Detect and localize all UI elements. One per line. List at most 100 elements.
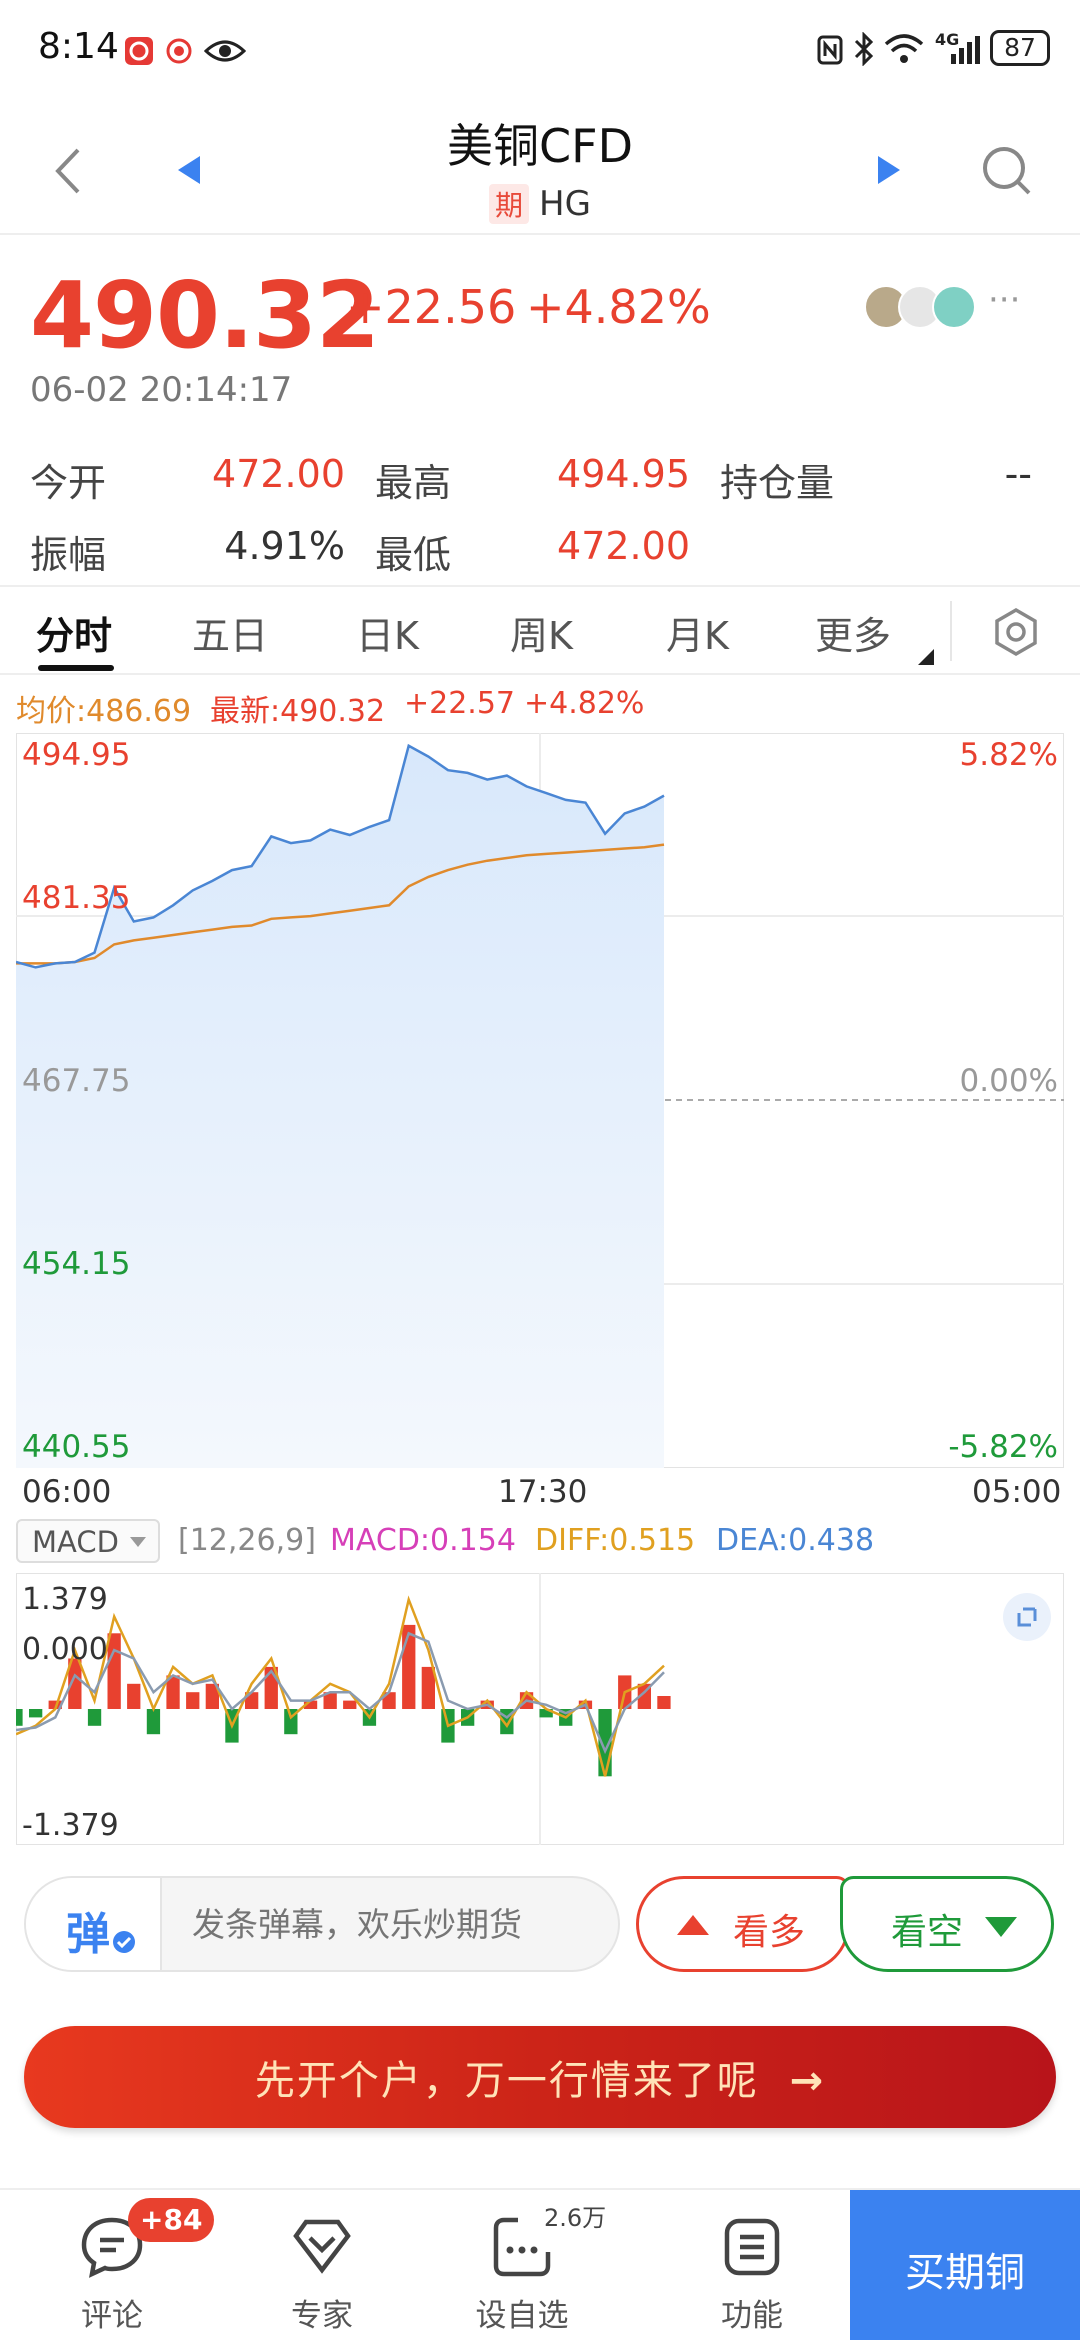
expand-icon[interactable] xyxy=(1003,1593,1051,1641)
bottom-nav: +84 评论 专家 2.6万 设自选 功能 买期铜 xyxy=(0,2188,1080,2340)
macd-bar xyxy=(87,1709,102,1726)
dea-line xyxy=(16,1631,665,1755)
amplitude-value: 4.91% xyxy=(224,524,345,568)
bullish-label: 看多 xyxy=(733,1912,806,1953)
tab-weekly-k[interactable]: 周K xyxy=(510,614,573,658)
nav-comment-label: 评论 xyxy=(81,2298,143,2334)
page-title: 美铜CFD xyxy=(447,119,633,173)
danmaku-input[interactable] xyxy=(162,1878,612,1970)
macd-bar xyxy=(657,1696,671,1709)
diff-value: DIFF:0.515 xyxy=(535,1523,696,1558)
macd-bar xyxy=(68,1658,82,1709)
amplitude-label: 振幅 xyxy=(30,533,107,577)
low-value: 472.00 xyxy=(557,524,690,568)
macd-bar xyxy=(205,1683,219,1709)
eye-icon xyxy=(204,40,246,62)
contract-code: 期 HG xyxy=(0,184,1080,224)
record-icon xyxy=(166,38,192,64)
macd-bar xyxy=(539,1709,553,1718)
nav-watchlist[interactable]: 2.6万 设自选 xyxy=(422,2190,622,2340)
nav-expert[interactable]: 专家 xyxy=(222,2190,422,2340)
banner-text: 先开个户，万一行情来了呢 → xyxy=(24,2048,1056,2106)
open-label: 今开 xyxy=(30,461,107,505)
back-icon[interactable] xyxy=(52,146,82,196)
x-tick-label: 06:00 xyxy=(22,1474,112,1510)
macd-params: [12,26,9] xyxy=(178,1523,316,1558)
app-notification-icon xyxy=(125,37,153,65)
price-line xyxy=(16,743,665,969)
settings-icon[interactable] xyxy=(992,607,1040,657)
open-interest-value: -- xyxy=(1004,452,1032,496)
banner-text-content: 先开个户，万一行情来了呢 xyxy=(254,2058,759,2104)
nfc-icon xyxy=(817,35,843,65)
bearish-label: 看空 xyxy=(891,1912,964,1953)
indicator-name: MACD xyxy=(32,1525,119,1559)
tab-five-day[interactable]: 五日 xyxy=(192,614,269,658)
tab-more[interactable]: 更多 xyxy=(815,614,892,658)
danmaku-input-box[interactable]: 弹 xyxy=(24,1876,620,1972)
macd-bar xyxy=(421,1666,435,1709)
contract-code-text: HG xyxy=(539,184,591,224)
macd-header: MACD [12,26,9] MACD:0.154 DIFF:0.515 DEA… xyxy=(0,1515,1080,1570)
macd-bar xyxy=(127,1683,141,1709)
x-tick-label: 17:30 xyxy=(498,1474,588,1510)
y-tick-label: 467.75 xyxy=(22,1063,130,1099)
prev-contract-icon[interactable] xyxy=(176,154,202,186)
wifi-icon xyxy=(884,34,924,63)
tab-monthly-k[interactable]: 月K xyxy=(666,614,729,658)
last-price: 490.32 xyxy=(30,262,380,369)
buy-futures-button[interactable]: 买期铜 xyxy=(850,2190,1080,2340)
x-tick-label: 05:00 xyxy=(972,1474,1062,1510)
open-account-banner[interactable]: 先开个户，万一行情来了呢 → xyxy=(24,2026,1056,2128)
macd-bar xyxy=(16,1709,23,1726)
nav-functions[interactable]: 功能 xyxy=(652,2190,852,2340)
status-time: 8:14 xyxy=(38,26,119,67)
y-tick-label: 481.35 xyxy=(22,880,130,916)
low-label: 最低 xyxy=(375,533,452,577)
macd-y-tick: -1.379 xyxy=(22,1808,119,1843)
y-tick-label: 494.95 xyxy=(22,737,130,773)
up-arrow-icon xyxy=(677,1915,709,1935)
network-type-label: 4G xyxy=(935,30,960,49)
intraday-chart[interactable]: 494.95 481.35 467.75 454.15 440.55 5.82%… xyxy=(16,733,1064,1468)
bearish-button[interactable]: 看空 xyxy=(840,1876,1054,1972)
buy-futures-label: 买期铜 xyxy=(905,2250,1025,2296)
macd-bar xyxy=(303,1700,318,1709)
nav-comment[interactable]: +84 评论 xyxy=(12,2190,215,2340)
tab-daily-k[interactable]: 日K xyxy=(356,614,419,658)
next-contract-icon[interactable] xyxy=(876,154,902,186)
price-change-pct: +4.82% xyxy=(526,280,711,334)
bullish-button[interactable]: 看多 xyxy=(636,1876,850,1972)
macd-y-tick: 1.379 xyxy=(22,1582,108,1617)
latest-price-legend: 最新:490.32 xyxy=(210,694,386,729)
danmaku-toggle[interactable]: 弹 xyxy=(26,1878,162,1970)
price-area xyxy=(16,745,664,1468)
diff-line xyxy=(16,1595,665,1777)
y-tick-label: 440.55 xyxy=(22,1429,130,1465)
macd-chart[interactable]: 1.379 0.000 -1.379 xyxy=(16,1573,1064,1845)
more-icon[interactable]: ··· xyxy=(988,280,1021,320)
latest-change-legend: +22.57 xyxy=(404,686,516,721)
user-avatar[interactable] xyxy=(932,285,976,329)
nav-functions-label: 功能 xyxy=(721,2298,783,2334)
watchlist-add-icon xyxy=(493,2217,551,2277)
quote-timestamp: 06-02 20:14:17 xyxy=(30,370,293,410)
open-value: 472.00 xyxy=(212,452,345,496)
avg-price-legend: 均价:486.69 xyxy=(16,694,192,729)
arrow-right-icon: → xyxy=(789,2058,826,2104)
macd-bar xyxy=(186,1692,200,1709)
comment-icon xyxy=(81,2217,143,2278)
danmaku-icon: 弹 xyxy=(66,1909,110,1960)
search-icon[interactable] xyxy=(980,144,1032,196)
bluetooth-icon xyxy=(854,32,874,66)
diamond-icon xyxy=(293,2219,351,2274)
signal-icon xyxy=(951,36,980,64)
high-label: 最高 xyxy=(375,461,452,505)
futures-tag: 期 xyxy=(489,184,530,224)
indicator-selector[interactable]: MACD xyxy=(16,1519,160,1563)
tab-intraday[interactable]: 分时 xyxy=(36,614,113,658)
pct-tick-label: -5.82% xyxy=(948,1429,1058,1465)
battery-level: 87 xyxy=(1004,33,1036,62)
tab-active-indicator xyxy=(38,665,114,671)
y-tick-label: 454.15 xyxy=(22,1246,130,1282)
